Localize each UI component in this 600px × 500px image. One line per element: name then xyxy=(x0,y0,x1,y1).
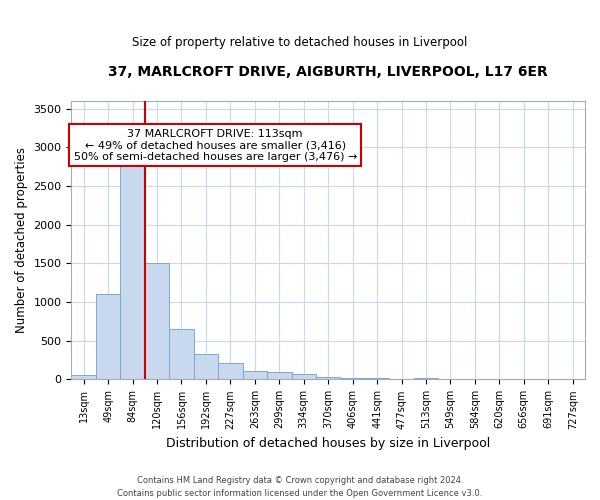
Bar xyxy=(340,378,365,380)
Bar xyxy=(292,374,316,380)
Bar xyxy=(194,354,218,380)
Bar xyxy=(242,372,267,380)
Text: Contains HM Land Registry data © Crown copyright and database right 2024.
Contai: Contains HM Land Registry data © Crown c… xyxy=(118,476,482,498)
Bar xyxy=(414,378,438,380)
X-axis label: Distribution of detached houses by size in Liverpool: Distribution of detached houses by size … xyxy=(166,437,490,450)
Bar xyxy=(71,375,96,380)
Bar xyxy=(145,262,169,380)
Bar xyxy=(267,372,292,380)
Y-axis label: Number of detached properties: Number of detached properties xyxy=(15,147,28,333)
Bar xyxy=(96,294,121,380)
Bar xyxy=(121,154,145,380)
Bar xyxy=(169,329,194,380)
Bar xyxy=(218,363,242,380)
Title: 37, MARLCROFT DRIVE, AIGBURTH, LIVERPOOL, L17 6ER: 37, MARLCROFT DRIVE, AIGBURTH, LIVERPOOL… xyxy=(109,65,548,79)
Text: Size of property relative to detached houses in Liverpool: Size of property relative to detached ho… xyxy=(133,36,467,49)
Bar xyxy=(316,376,340,380)
Bar xyxy=(365,378,389,380)
Text: 37 MARLCROFT DRIVE: 113sqm
← 49% of detached houses are smaller (3,416)
50% of s: 37 MARLCROFT DRIVE: 113sqm ← 49% of deta… xyxy=(74,129,357,162)
